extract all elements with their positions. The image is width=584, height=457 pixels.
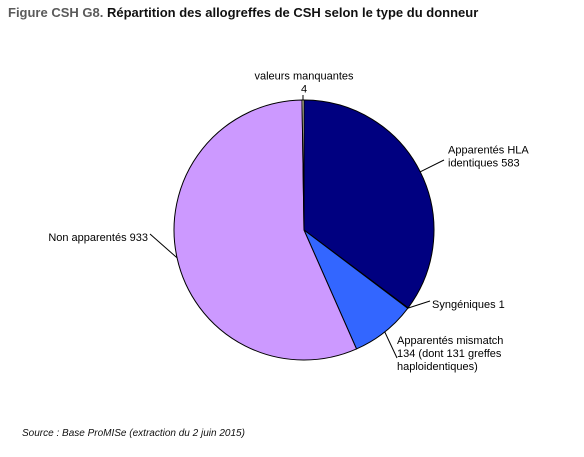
slice-label-line: Apparentés HLA xyxy=(448,145,529,157)
leader-line xyxy=(407,300,431,309)
slice-label: valeurs manquantes 4 xyxy=(254,71,354,96)
leader-line xyxy=(384,331,398,359)
slice-label-line: Syngéniques 1 xyxy=(432,299,505,311)
slice-label-line: Apparentés mismatch xyxy=(397,335,503,347)
leader-line xyxy=(420,159,445,173)
leader-line xyxy=(149,233,178,259)
slice-label-line: valeurs manquantes xyxy=(254,71,354,83)
chart-title-text: Répartition des allogreffes de CSH selon… xyxy=(106,5,479,20)
slice-label: Apparentés mismatch 134 (dont 131 greffes… xyxy=(397,335,503,373)
slice-label-line: 134 (dont 131 greffes xyxy=(397,348,502,360)
slice-label-line: Non apparentés 933 xyxy=(48,232,148,244)
source-note: Source : Base ProMISe (extraction du 2 j… xyxy=(22,428,245,439)
chart-title: Figure CSH G8. Répartition des allogreff… xyxy=(8,5,478,20)
slice-label: Apparentés HLA identiques 583 xyxy=(448,145,529,170)
slice-label-line: identiques 583 xyxy=(448,158,520,170)
pie-slice xyxy=(301,99,305,231)
slice-label: Non apparentés 933 xyxy=(48,232,148,244)
slice-label-line: haploidentiques) xyxy=(397,361,478,373)
slice-label: Syngéniques 1 xyxy=(432,299,505,311)
pie-slice xyxy=(173,99,358,361)
pie-slice xyxy=(303,99,435,309)
slice-label-line: 4 xyxy=(301,84,307,96)
chart-title-prefix: Figure CSH G8. xyxy=(8,5,104,20)
